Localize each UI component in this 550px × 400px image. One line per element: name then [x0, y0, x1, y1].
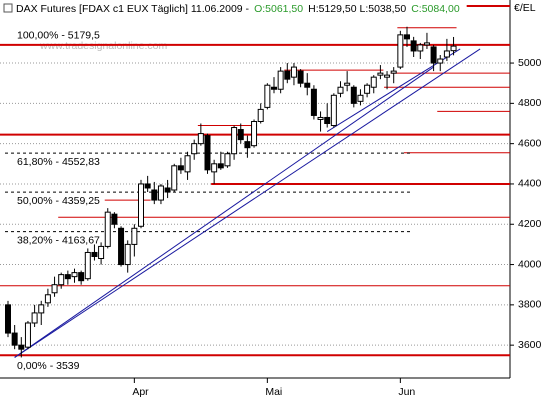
header-box [2, 2, 467, 15]
candle-body [164, 187, 171, 193]
candle-body [410, 40, 417, 52]
candle-body [144, 183, 151, 189]
fib-label: 38,20% - 4163,67 [17, 234, 100, 246]
candle-body [257, 108, 264, 122]
candle-body [384, 74, 391, 78]
candle-body [251, 120, 258, 147]
candle-body [417, 44, 424, 52]
candle-body [277, 70, 284, 90]
candle-body [397, 34, 404, 68]
candle-body [51, 284, 58, 294]
candle-body [104, 211, 111, 247]
candle-body [357, 94, 364, 102]
y-tick-label: 3800 [518, 299, 542, 311]
candle-body [211, 163, 218, 173]
candle-body [184, 155, 191, 173]
fib-label: 61,80% - 4552,83 [17, 156, 100, 168]
trendline [14, 66, 434, 358]
header-close: C:5084,00 [411, 3, 460, 15]
candle-body [91, 251, 98, 257]
candle-body [224, 153, 231, 167]
candle-body [297, 70, 304, 84]
candle-body [64, 274, 71, 280]
candle-body [204, 135, 211, 171]
candle-body [5, 304, 11, 334]
header-open: O:5061,50 [254, 3, 303, 15]
y-tick-label: 4000 [518, 258, 542, 270]
candle-body [24, 322, 31, 348]
candle-body [290, 66, 297, 78]
x-tick-label: Apr [132, 386, 149, 398]
candle-body [304, 82, 311, 88]
candle-body [44, 294, 51, 304]
candle-body [430, 46, 437, 64]
candle-body [437, 58, 444, 64]
candle-body [344, 82, 351, 86]
candle-body [443, 50, 450, 58]
candle-body [197, 133, 204, 145]
candle-body [350, 86, 357, 104]
header-name: DAX Futures [FDAX c1 EUX Täglich] 11.06.… [16, 3, 250, 15]
candle-body [191, 143, 198, 155]
y-tick-label: 5000 [518, 57, 542, 69]
candle-body [111, 213, 118, 225]
candle-body [284, 70, 291, 80]
y-tick-label: 4400 [518, 178, 542, 190]
candle-body [423, 42, 430, 46]
candle-body [11, 332, 18, 346]
candle-body [58, 274, 65, 286]
header-icon [3, 3, 13, 13]
candle-body [450, 45, 457, 52]
candle-body [138, 183, 144, 227]
candle-body [78, 272, 85, 282]
candle-body [370, 76, 377, 88]
y-axis-label: €/EL [514, 2, 536, 14]
fib-label: 0,00% - 3539 [17, 360, 80, 372]
y-tick-label: 4800 [518, 97, 542, 109]
y-tick-label: 4600 [518, 137, 542, 149]
fib-label: 50,00% - 4359,25 [17, 195, 100, 207]
candle-body [404, 34, 410, 40]
candle-body [18, 344, 25, 350]
candle-body [71, 272, 78, 278]
candle-body [151, 189, 158, 201]
candle-body [324, 116, 331, 125]
candle-body [390, 70, 397, 74]
y-tick-label: 3600 [518, 339, 542, 351]
candle-body [98, 245, 105, 260]
candle-body [124, 243, 131, 266]
candle-body [38, 304, 45, 314]
y-tick-label: 4200 [518, 218, 542, 230]
candle-body [330, 94, 337, 127]
candle-body [84, 251, 91, 280]
candle-body [310, 88, 317, 116]
candle-body [237, 129, 244, 141]
candle-body [364, 84, 371, 94]
candle-body [131, 227, 138, 245]
candle-body [171, 165, 178, 191]
header-high-low: H:5129,50 L:5038,50 [308, 3, 406, 15]
candle-body [231, 127, 238, 155]
candle-body [31, 312, 38, 324]
candle-body [337, 86, 344, 94]
trendline [14, 48, 481, 358]
x-tick-label: Jun [398, 386, 415, 398]
candle-body [264, 84, 271, 108]
candle-body [118, 227, 125, 266]
candle-body [377, 72, 384, 76]
candle-body [244, 141, 251, 149]
fib-label: 100,00% - 5179,5 [17, 30, 100, 42]
candle-body [271, 86, 277, 90]
candle-body [157, 185, 164, 201]
candle-body [177, 165, 184, 171]
x-tick-label: Mai [265, 386, 282, 398]
candle-body [217, 163, 224, 169]
candle-body [317, 116, 324, 120]
